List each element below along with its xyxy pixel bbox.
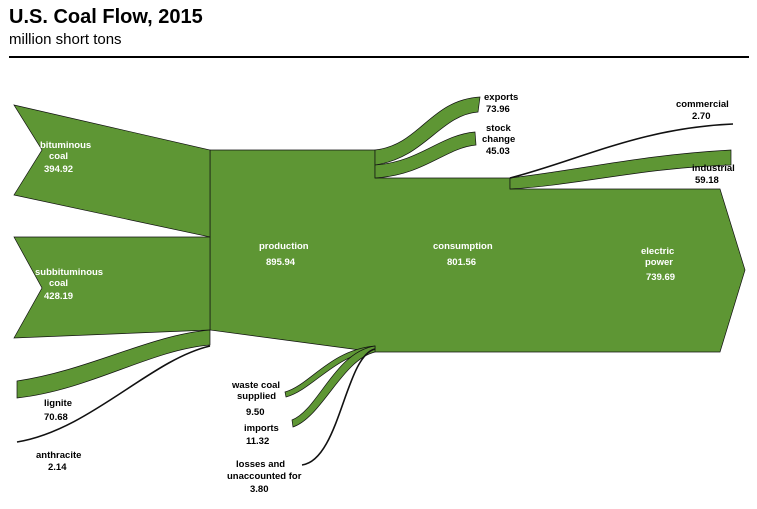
svg-text:coal: coal	[49, 278, 68, 289]
svg-text:895.94: 895.94	[266, 257, 296, 268]
label-consumption: consumption 801.56	[433, 241, 493, 268]
svg-text:supplied: supplied	[237, 391, 276, 402]
svg-text:70.68: 70.68	[44, 412, 68, 423]
svg-text:2.70: 2.70	[692, 111, 711, 122]
svg-text:exports: exports	[484, 92, 518, 103]
label-stock-change: stock change 45.03	[482, 123, 515, 157]
svg-text:losses and: losses and	[236, 459, 285, 470]
title-divider	[9, 56, 749, 58]
svg-text:power: power	[645, 257, 673, 268]
label-imports: imports 11.32	[244, 423, 279, 447]
flow-imports	[291, 345, 376, 428]
svg-text:428.19: 428.19	[44, 291, 73, 302]
flow-exports	[374, 96, 481, 166]
flow-commercial	[509, 123, 734, 179]
label-exports: exports 73.96	[484, 92, 518, 115]
svg-text:9.50: 9.50	[246, 407, 265, 418]
label-lignite: lignite 70.68	[44, 398, 72, 423]
chart-subtitle: million short tons	[9, 31, 122, 48]
flow-bituminous	[13, 104, 211, 238]
svg-text:11.32: 11.32	[246, 436, 269, 447]
svg-text:electric: electric	[641, 246, 674, 257]
svg-text:production: production	[259, 241, 309, 252]
flow-lignite	[16, 329, 211, 399]
svg-text:394.92: 394.92	[44, 164, 73, 175]
svg-text:59.18: 59.18	[695, 175, 719, 186]
svg-text:industrial: industrial	[692, 163, 735, 174]
svg-text:imports: imports	[244, 423, 279, 434]
svg-text:739.69: 739.69	[646, 272, 675, 283]
label-electric-power: electric power 739.69	[641, 246, 675, 283]
svg-text:coal: coal	[49, 151, 68, 162]
svg-text:anthracite: anthracite	[36, 450, 81, 461]
flow-losses	[301, 348, 376, 466]
label-commercial: commercial 2.70	[676, 99, 729, 122]
svg-text:3.80: 3.80	[250, 484, 269, 495]
svg-text:waste coal: waste coal	[231, 380, 280, 391]
label-production: production 895.94	[259, 241, 309, 268]
flow-industrial	[509, 149, 732, 190]
svg-text:73.96: 73.96	[486, 104, 510, 115]
label-industrial: industrial 59.18	[692, 163, 735, 186]
chart-title: U.S. Coal Flow, 2015	[9, 6, 203, 28]
flow-subbituminous	[13, 236, 211, 339]
svg-text:consumption: consumption	[433, 241, 493, 252]
label-anthracite: anthracite 2.14	[36, 450, 81, 473]
flow-anthracite	[16, 345, 211, 443]
svg-text:change: change	[482, 134, 515, 145]
svg-text:subbituminous: subbituminous	[35, 267, 103, 278]
label-waste-coal: waste coal supplied 9.50	[231, 380, 280, 418]
svg-text:2.14: 2.14	[48, 462, 67, 473]
svg-text:bituminous: bituminous	[40, 140, 91, 151]
label-losses: losses and unaccounted for 3.80	[227, 459, 302, 495]
svg-text:commercial: commercial	[676, 99, 729, 110]
label-subbituminous: subbituminous coal 428.19	[35, 267, 103, 302]
label-bituminous: bituminous coal 394.92	[40, 140, 91, 175]
svg-text:unaccounted for: unaccounted for	[227, 471, 302, 482]
svg-text:801.56: 801.56	[447, 257, 476, 268]
svg-text:stock: stock	[486, 123, 512, 134]
svg-text:lignite: lignite	[44, 398, 72, 409]
flow-stock-change	[374, 131, 477, 179]
flow-waste-coal	[284, 345, 376, 398]
svg-text:45.03: 45.03	[486, 146, 510, 157]
